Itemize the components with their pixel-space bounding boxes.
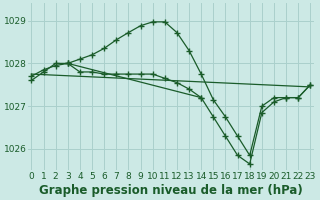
X-axis label: Graphe pression niveau de la mer (hPa): Graphe pression niveau de la mer (hPa) — [39, 184, 303, 197]
